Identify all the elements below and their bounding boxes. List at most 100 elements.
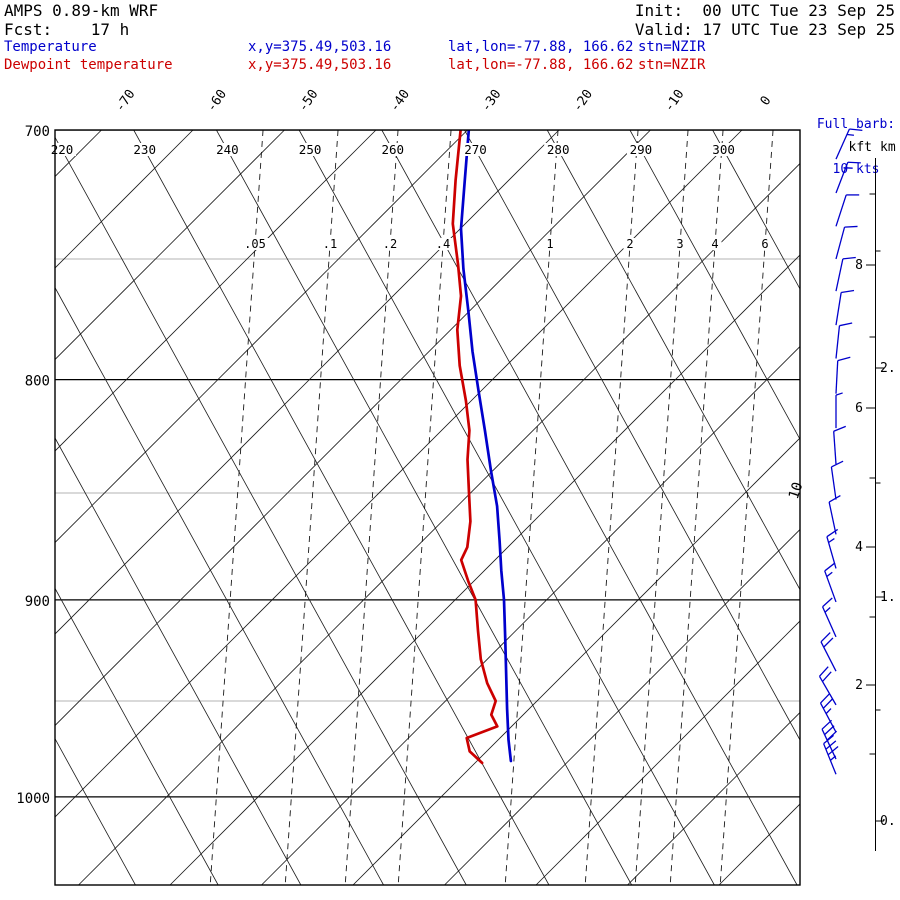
isotherm-line: [55, 130, 560, 635]
isotherm-line: [535, 620, 800, 885]
plot-lines: [55, 130, 800, 885]
mixing-ratio-line: [209, 130, 264, 885]
mixing-ratio-label: 2: [626, 237, 633, 251]
mixing-ratio-label: 3: [676, 237, 683, 251]
mixing-ratio-label: .2: [383, 237, 397, 251]
mixing-ratio-label: 1: [546, 237, 553, 251]
mixing-ratio-line: [344, 130, 399, 885]
mixing-ratio-line: [669, 130, 724, 885]
dry-adiabat-line: [298, 130, 715, 885]
kft-label: 2: [855, 678, 863, 693]
mixing-ratio-line: [504, 130, 559, 885]
wind-barb: [820, 632, 837, 672]
dry-adiabat-label: 300: [712, 142, 735, 157]
mixing-ratio-label: .05: [244, 237, 266, 251]
kft-label: 6: [855, 401, 863, 416]
wind-barb: [835, 128, 863, 160]
forecast-hour: Fcst: 17 h: [4, 20, 130, 39]
dewpoint-latlon: lat,lon=-77.88, 166.62: [448, 57, 634, 73]
temperature-grid-xy: x,y=375.49,503.16: [248, 39, 392, 55]
wind-barb: [835, 392, 843, 429]
wind-barb: [835, 289, 855, 326]
isotherm-line: [169, 254, 800, 885]
init-time: Init: 00 UTC Tue 23 Sep 25: [634, 1, 895, 20]
model-title: AMPS 0.89-km WRF: [4, 1, 159, 20]
wind-barb: [835, 194, 860, 227]
dry-adiabat-line: [55, 286, 384, 885]
barb-scale-line2: 10 kts: [832, 162, 880, 177]
barb-scale-line1: Full barb:: [816, 117, 896, 132]
pressure-label: 900: [25, 594, 50, 610]
km-label: 2.: [880, 361, 896, 376]
mixing-ratio-line: [719, 130, 774, 885]
mixing-ratio-label: 6: [761, 237, 768, 251]
pressure-label: 700: [25, 124, 50, 140]
wind-barb: [835, 322, 853, 359]
isotherm-line: [444, 528, 800, 885]
isotherm-line: [55, 130, 194, 269]
mixing-ratio-line: [634, 130, 689, 885]
isotherm-label: -30: [479, 87, 505, 115]
isotherm-line: [55, 130, 285, 361]
height-axis-labels: kft km 8 6 4 2 2. 1. 0.: [849, 140, 896, 829]
mixing-ratio-label: .4: [436, 237, 450, 251]
plot-border: [54, 129, 801, 886]
mixing-ratio-line: [397, 130, 452, 885]
wind-barb: [823, 734, 839, 775]
wind-barb: [835, 256, 856, 292]
wind-barb: [835, 356, 851, 394]
dry-adiabat-label: 250: [299, 142, 322, 157]
temperature-station: stn=NZIR: [638, 39, 706, 55]
dry-adiabat-label: 280: [547, 142, 570, 157]
isotherm-label: -40: [387, 87, 413, 115]
temperature-trace: [459, 130, 513, 763]
barb-scale-note: Full barb: 10 kts: [812, 87, 900, 207]
dry-adiabat-line: [464, 130, 800, 741]
isotherm-line: [55, 130, 468, 544]
dry-adiabat-label: 240: [216, 142, 239, 157]
isotherm-line: [261, 345, 800, 885]
isotherm-line: [627, 711, 800, 885]
dry-adiabat-label: 260: [382, 142, 405, 157]
wind-barb: [835, 161, 861, 194]
wind-barb: [833, 425, 846, 465]
dewpoint-grid-xy: x,y=375.49,503.16: [248, 57, 392, 73]
wind-barb: [819, 693, 837, 733]
wind-barb: [824, 562, 837, 603]
kft-title: kft: [849, 140, 872, 155]
in-plot-labels: 220 230 240 250 260 270 280 290 300 .05 .1 .2 .4 1 2 3 4…: [48, 142, 772, 251]
isotherm-line: [718, 803, 800, 885]
dewpoint-trace: [451, 130, 499, 765]
isotherm-label: -70: [113, 87, 139, 115]
wind-barb-column: [818, 128, 863, 775]
dry-adiabat-line: [55, 437, 302, 885]
isotherm-line: [55, 130, 377, 452]
dry-adiabat-label: 230: [133, 142, 156, 157]
kft-label: 8: [855, 258, 863, 273]
temperature-series-label: Temperature: [4, 39, 97, 55]
dry-adiabat-label: 290: [630, 142, 653, 157]
isotherm-label: -20: [570, 87, 596, 115]
dry-adiabat-line: [133, 130, 550, 885]
wind-barb: [828, 494, 841, 535]
dry-adiabat-line: [381, 130, 798, 885]
temperature-latlon: lat,lon=-77.88, 166.62: [448, 39, 634, 55]
wind-barb: [835, 225, 858, 260]
dry-adiabat-line: [55, 737, 136, 885]
wind-barb: [830, 460, 844, 500]
km-label: 1.: [880, 590, 896, 605]
dry-adiabat-line: [629, 130, 800, 441]
isotherm-label: -60: [204, 87, 230, 115]
kft-label: 4: [855, 540, 863, 555]
pressure-label: 800: [25, 374, 50, 390]
dry-adiabat-line: [55, 587, 219, 885]
wind-barb: [818, 666, 837, 706]
dry-adiabat-label: 270: [464, 142, 487, 157]
mixing-ratio-label: 4: [711, 237, 718, 251]
mixing-ratio-label: .1: [323, 237, 337, 251]
dry-adiabat-line: [712, 130, 800, 290]
dry-adiabat-line: [55, 136, 467, 885]
mixing-ratio-line: [584, 130, 639, 885]
